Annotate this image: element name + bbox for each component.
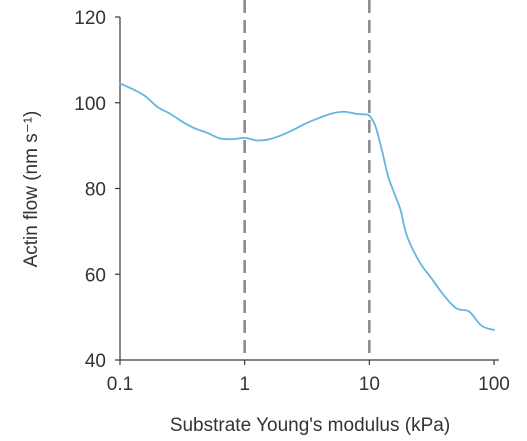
x-axis-title: Substrate Young's modulus (kPa) <box>170 415 450 436</box>
x-tick-label-1: 1 <box>239 374 250 395</box>
series-layer <box>119 82 495 331</box>
x-tick-label-0: 0.1 <box>107 374 133 395</box>
y-tick-label-2: 80 <box>85 180 106 201</box>
x-axis-ticks: 0.1 1 10 100 <box>107 360 510 395</box>
x-tick-label-2: 10 <box>359 374 380 395</box>
reference-lines <box>243 0 371 360</box>
y-tick-label-4: 120 <box>74 8 106 29</box>
series-line-0 <box>119 82 495 331</box>
y-axis-title: Actin flow (nm s⁻¹) <box>21 111 42 268</box>
y-tick-label-3: 100 <box>74 94 106 115</box>
y-tick-label-1: 60 <box>85 265 106 286</box>
y-axis-ticks: 40 60 80 100 120 <box>74 8 120 372</box>
y-tick-label-0: 40 <box>85 351 106 372</box>
x-tick-label-3: 100 <box>478 374 510 395</box>
